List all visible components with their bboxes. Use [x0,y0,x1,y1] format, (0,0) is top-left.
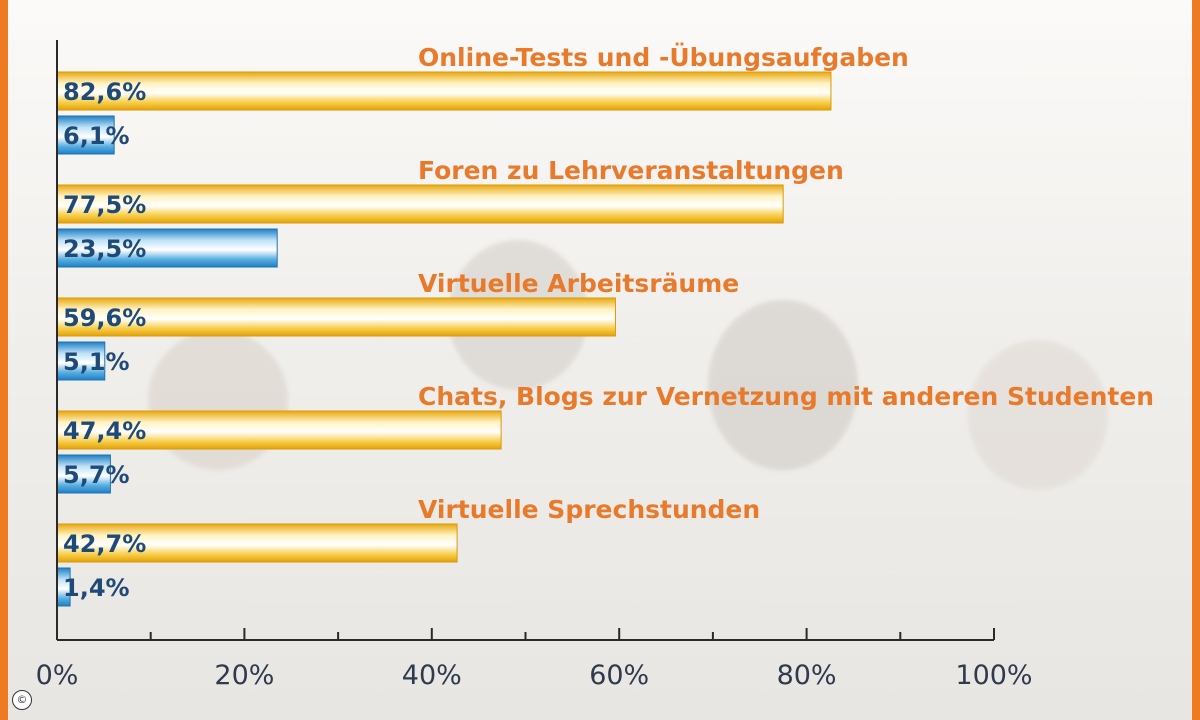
x-tick-label: 100% [955,660,1032,691]
value-label: 77,5% [63,191,146,219]
bar-blue [56,341,106,381]
x-tick-label: 0% [36,660,79,691]
x-tick-label: 20% [214,660,274,691]
x-tick-label: 60% [589,660,649,691]
x-tick-label: 40% [402,660,462,691]
background-photo-figure [968,340,1108,490]
value-label: 82,6% [63,78,146,106]
category-label: Online-Tests und -Übungsaufgaben [418,42,909,72]
value-label: 5,7% [63,461,130,489]
bar-yellow [56,184,784,224]
category-label: Foren zu Lehrveranstaltungen [418,156,844,185]
bar-blue [56,454,111,494]
value-label: 42,7% [63,530,146,558]
bar-yellow [56,410,502,450]
value-label: 47,4% [63,417,146,445]
copyright-mark: © [12,690,32,710]
value-label: 59,6% [63,304,146,332]
bar-blue [56,115,115,155]
value-label: 6,1% [63,122,130,150]
value-label: 1,4% [63,574,130,602]
category-label: Virtuelle Arbeitsräume [418,269,739,298]
value-label: 5,1% [63,348,130,376]
bar-yellow [56,71,832,111]
bar-yellow [56,297,616,337]
x-tick-label: 80% [777,660,837,691]
background-photo-figure [708,300,858,470]
value-label: 23,5% [63,235,146,263]
category-label: Chats, Blogs zur Vernetzung mit anderen … [418,382,1154,411]
category-label: Virtuelle Sprechstunden [418,495,760,524]
